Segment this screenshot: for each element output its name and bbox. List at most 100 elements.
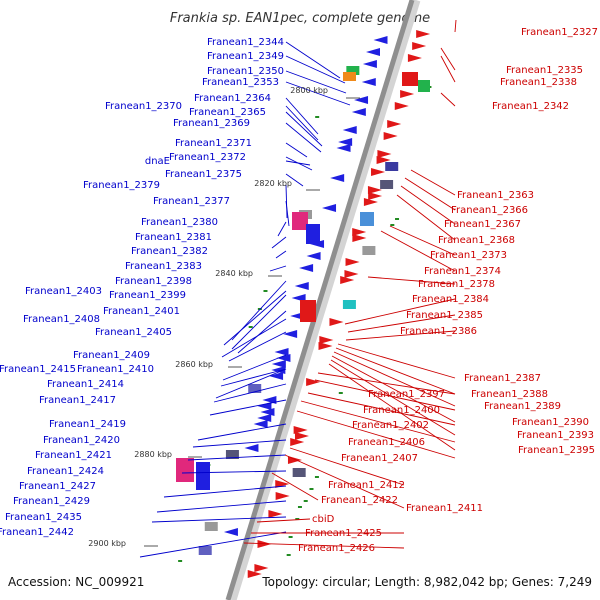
left-connector-line	[156, 500, 287, 513]
gene-label-right[interactable]: Franean1_2411	[406, 503, 483, 514]
gene-label-left[interactable]: Franean1_2399	[109, 290, 186, 301]
gene-label-right[interactable]: Franean1_2335	[506, 65, 583, 76]
gene-label-right[interactable]: Franean1_2387	[464, 373, 541, 384]
left-connector-line	[181, 470, 287, 474]
gene-label-right[interactable]: Franean1_2393	[517, 430, 594, 441]
gene-label-left[interactable]: Franean1_2377	[153, 196, 230, 207]
gene-label-left[interactable]: dnaE	[145, 156, 170, 167]
gene-label-left[interactable]: Franean1_2415	[0, 364, 76, 375]
gene-arrow-icon	[367, 186, 382, 194]
gene-label-left[interactable]: Franean1_2414	[47, 379, 124, 390]
feature-tick	[297, 506, 302, 508]
gene-label-right[interactable]: Franean1_2400	[363, 405, 440, 416]
gene-label-left[interactable]: Franean1_2419	[49, 419, 126, 430]
gene-label-right[interactable]: Franean1_2390	[512, 417, 589, 428]
gene-label-right[interactable]: Franean1_2384	[412, 294, 489, 305]
gene-label-right[interactable]: Franean1_2327	[521, 27, 598, 38]
gene-label-right[interactable]: Franean1_2397	[368, 389, 445, 400]
gene-label-left[interactable]: Franean1_2410	[77, 364, 154, 375]
gene-label-right[interactable]: Franean1_2407	[341, 453, 418, 464]
gene-label-right[interactable]: Franean1_2422	[321, 495, 398, 506]
gene-arrow-icon	[383, 132, 398, 140]
gene-label-right[interactable]: Franean1_2389	[484, 401, 561, 412]
gene-arrow-icon	[330, 174, 345, 182]
gene-label-right[interactable]: Franean1_2402	[352, 420, 429, 431]
gene-label-right[interactable]: Franean1_2406	[348, 437, 425, 448]
gene-label-left[interactable]: Franean1_2435	[5, 512, 82, 523]
left-connector-line	[222, 354, 287, 381]
left-connector-line	[228, 331, 287, 362]
gene-label-left[interactable]: Franean1_2371	[175, 138, 252, 149]
gene-label-left[interactable]: Franean1_2442	[0, 527, 74, 538]
right-connector-line	[347, 314, 456, 333]
gene-arrow-icon	[268, 510, 283, 518]
gene-label-left[interactable]: Franean1_2409	[73, 350, 150, 361]
gene-label-right[interactable]: Franean1_2368	[438, 235, 515, 246]
gene-label-right[interactable]: Franean1_2425	[305, 528, 382, 539]
gene-label-left[interactable]: Franean1_2424	[27, 466, 104, 477]
feature-tick	[286, 554, 291, 556]
gene-label-right[interactable]: Franean1_2395	[518, 445, 595, 456]
gene-label-right[interactable]: Franean1_2412	[328, 480, 405, 491]
gene-label-left[interactable]: Franean1_2375	[165, 169, 242, 180]
gene-label-right[interactable]: Franean1_2426	[298, 543, 375, 554]
right-connector-line	[345, 330, 456, 341]
gene-label-left[interactable]: Franean1_2372	[169, 152, 246, 163]
gene-label-left[interactable]: Franean1_2401	[103, 306, 180, 317]
gene-label-left[interactable]: Franean1_2429	[13, 496, 90, 507]
gene-label-right[interactable]: Franean1_2363	[457, 190, 534, 201]
gene-arrow-icon	[352, 228, 367, 236]
gene-label-right[interactable]: Franean1_2385	[406, 310, 483, 321]
feature-tick	[338, 392, 343, 394]
gene-label-left[interactable]: Franean1_2381	[135, 232, 212, 243]
gene-arrow-icon	[294, 432, 309, 440]
gene-feature-box	[248, 384, 262, 393]
gene-label-right[interactable]: Franean1_2373	[430, 250, 507, 261]
gene-label-left[interactable]: Franean1_2383	[125, 261, 202, 272]
gene-label-left[interactable]: Franean1_2427	[19, 481, 96, 492]
gene-label-left[interactable]: Franean1_2403	[25, 286, 102, 297]
gene-arrow-icon	[362, 60, 377, 68]
gene-label-left[interactable]: Franean1_2353	[202, 77, 279, 88]
gene-label-left[interactable]: Franean1_2421	[35, 450, 112, 461]
gene-label-left[interactable]: Franean1_2398	[115, 276, 192, 287]
gene-label-left[interactable]: Franean1_2379	[83, 180, 160, 191]
gene-arrow-icon	[407, 54, 422, 62]
gene-label-left[interactable]: Franean1_2349	[207, 51, 284, 62]
right-connector-line	[284, 454, 405, 509]
gene-label-right[interactable]: Franean1_2342	[492, 101, 569, 112]
gene-label-left[interactable]: Franean1_2350	[207, 66, 284, 77]
gene-label-left[interactable]: Franean1_2364	[194, 93, 271, 104]
gene-label-left[interactable]: Franean1_2370	[105, 101, 182, 112]
map-title: Frankia sp. EAN1pec, complete genome	[170, 11, 430, 26]
gene-label-left[interactable]: Franean1_2344	[207, 37, 284, 48]
gene-label-right[interactable]: cbiD	[312, 514, 335, 525]
gene-label-right[interactable]: Franean1_2374	[424, 266, 501, 277]
right-connector-line	[367, 276, 456, 285]
gene-arrow-icon	[376, 156, 391, 164]
gene-label-left[interactable]: Franean1_2405	[95, 327, 172, 338]
gene-label-left[interactable]: Franean1_2365	[189, 107, 266, 118]
right-connector-line	[440, 92, 456, 107]
gene-label-left[interactable]: Franean1_2408	[23, 314, 100, 325]
gene-label-right[interactable]: Franean1_2366	[451, 205, 528, 216]
gene-label-left[interactable]: Franean1_2382	[131, 246, 208, 257]
gene-arrow-icon	[416, 30, 431, 38]
gene-label-left[interactable]: Franean1_2417	[39, 395, 116, 406]
gene-label-right[interactable]: Franean1_2386	[400, 326, 477, 337]
gene-label-left[interactable]: Franean1_2369	[173, 118, 250, 129]
kbp-marker-label: 2800 kbp	[290, 86, 328, 95]
right-connector-line	[300, 400, 456, 443]
right-connector-line	[389, 225, 456, 256]
gene-label-right[interactable]: Franean1_2338	[500, 77, 577, 88]
gene-label-right[interactable]: Franean1_2388	[471, 389, 548, 400]
gene-arrow-icon	[342, 126, 357, 134]
gene-features	[176, 30, 432, 578]
gene-arrow-icon	[361, 78, 376, 86]
gene-label-left[interactable]: Franean1_2420	[43, 435, 120, 446]
gene-label-left[interactable]: Franean1_2380	[141, 217, 218, 228]
gene-cluster-block	[176, 458, 194, 482]
gene-label-right[interactable]: Franean1_2367	[444, 219, 521, 230]
gene-label-right[interactable]: Franean1_2378	[418, 279, 495, 290]
